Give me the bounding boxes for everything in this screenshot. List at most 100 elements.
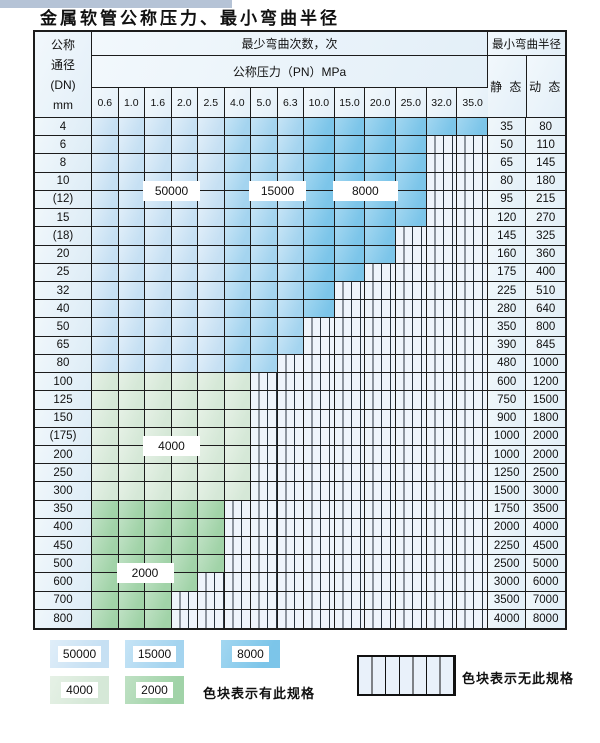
spec-cell-unavailable <box>304 427 335 446</box>
spec-cell-available <box>171 500 198 519</box>
table-row-dn-200: 200 1000 2000 <box>35 445 565 465</box>
dynamic-radius-value: 325 <box>526 227 565 246</box>
spec-cell-unavailable <box>365 391 396 410</box>
spec-cell-available <box>426 118 458 137</box>
dn-value: 450 <box>35 537 92 556</box>
spec-cell-available <box>224 172 251 191</box>
cycle-count-label-4000: 4000 <box>143 435 200 456</box>
header-static: 静 态 <box>488 56 527 118</box>
spec-cell-unavailable <box>395 263 427 282</box>
cycle-count-label-15000: 15000 <box>249 180 306 201</box>
spec-cell-available <box>277 263 304 282</box>
spec-cell-unavailable <box>426 263 458 282</box>
header-dynamic: 动 态 <box>526 56 565 118</box>
dynamic-radius-value: 110 <box>526 136 565 155</box>
spec-cell-unavailable <box>457 281 488 301</box>
spec-cell-available <box>171 555 198 574</box>
spec-cell-available <box>171 209 198 228</box>
dynamic-radius-value: 640 <box>526 300 565 319</box>
spec-cell-unavailable <box>277 591 304 610</box>
dn-value: 400 <box>35 518 92 538</box>
spec-cell-unavailable <box>365 518 396 538</box>
spec-cell-unavailable <box>395 537 427 556</box>
spec-cell-unavailable <box>304 354 335 374</box>
spec-cell-available <box>118 336 145 355</box>
spec-cell-unavailable <box>426 445 458 465</box>
pressure-column-header: 5.0 <box>251 88 278 118</box>
spec-cell-available <box>145 245 172 264</box>
spec-cell-unavailable <box>277 445 304 465</box>
dn-value: 150 <box>35 409 92 428</box>
static-radius-value: 2000 <box>487 518 527 538</box>
dn-value: 350 <box>35 500 92 519</box>
pressure-column-header: 0.6 <box>92 88 119 118</box>
spec-cell-available <box>118 591 145 610</box>
spec-cell-available <box>92 300 119 319</box>
spec-cell-unavailable <box>395 373 427 392</box>
table-row-dn-50: 50 350 800 <box>35 318 565 337</box>
spec-cell-available <box>277 281 304 301</box>
spec-cell-unavailable <box>426 518 458 538</box>
pressure-column-header: 2.5 <box>198 88 225 118</box>
spec-cell-unavailable <box>304 373 335 392</box>
spec-cell-unavailable <box>426 482 458 501</box>
spec-cell-available <box>365 245 396 264</box>
spec-cell-unavailable <box>334 482 366 501</box>
static-radius-value: 1250 <box>487 464 527 483</box>
dn-value: 250 <box>35 464 92 483</box>
spec-cell-unavailable <box>426 409 458 428</box>
spec-cell-available <box>171 154 198 173</box>
spec-cell-available <box>224 190 251 210</box>
spec-cell-unavailable <box>277 354 304 374</box>
spec-cell-unavailable <box>251 609 278 629</box>
spec-cell-available <box>334 227 366 246</box>
dn-value: 8 <box>35 154 92 173</box>
spec-cell-available <box>198 482 225 501</box>
dynamic-radius-value: 2000 <box>526 445 565 465</box>
spec-cell-available <box>92 318 119 337</box>
spec-cell-unavailable <box>251 427 278 446</box>
header-min-bend-radius: 最小弯曲半径 <box>488 32 565 56</box>
spec-cell-available <box>118 482 145 501</box>
spec-cell-unavailable <box>457 427 488 446</box>
spec-cell-unavailable <box>304 445 335 465</box>
spec-cell-unavailable <box>395 573 427 592</box>
spec-cell-available <box>171 391 198 410</box>
spec-cell-available <box>198 318 225 337</box>
spec-cell-available <box>224 154 251 173</box>
spec-cell-available <box>145 537 172 556</box>
dynamic-radius-value: 180 <box>526 172 565 191</box>
spec-cell-unavailable <box>395 391 427 410</box>
spec-cell-available <box>224 136 251 155</box>
spec-cell-unavailable <box>426 281 458 301</box>
spec-cell-unavailable <box>457 482 488 501</box>
spec-cell-unavailable <box>251 482 278 501</box>
spec-cell-unavailable <box>426 190 458 210</box>
pressure-column-header: 1.0 <box>118 88 145 118</box>
table-row-dn-350: 350 1750 3500 <box>35 500 565 519</box>
spec-cell-available <box>118 373 145 392</box>
spec-cell-unavailable <box>171 609 198 629</box>
pressure-column-header: 25.0 <box>395 88 427 118</box>
static-radius-value: 65 <box>487 154 527 173</box>
spec-cell-unavailable <box>224 518 251 538</box>
spec-cell-unavailable <box>304 591 335 610</box>
spec-cell-unavailable <box>365 263 396 282</box>
spec-cell-available <box>304 281 335 301</box>
pressure-column-header: 4.0 <box>224 88 251 118</box>
spec-cell-available <box>251 354 278 374</box>
spec-cell-unavailable <box>426 391 458 410</box>
spec-cell-available <box>198 336 225 355</box>
spec-cell-available <box>118 609 145 629</box>
spec-cell-available <box>198 464 225 483</box>
spec-cell-available <box>198 445 225 465</box>
cycle-count-label-8000: 8000 <box>332 180 398 201</box>
spec-cell-unavailable <box>365 609 396 629</box>
spec-cell-unavailable <box>457 409 488 428</box>
spec-cell-unavailable <box>426 573 458 592</box>
spec-cell-available <box>92 154 119 173</box>
spec-cell-unavailable <box>426 318 458 337</box>
spec-cell-unavailable <box>365 445 396 465</box>
spec-cell-available <box>198 136 225 155</box>
spec-cell-unavailable <box>277 573 304 592</box>
